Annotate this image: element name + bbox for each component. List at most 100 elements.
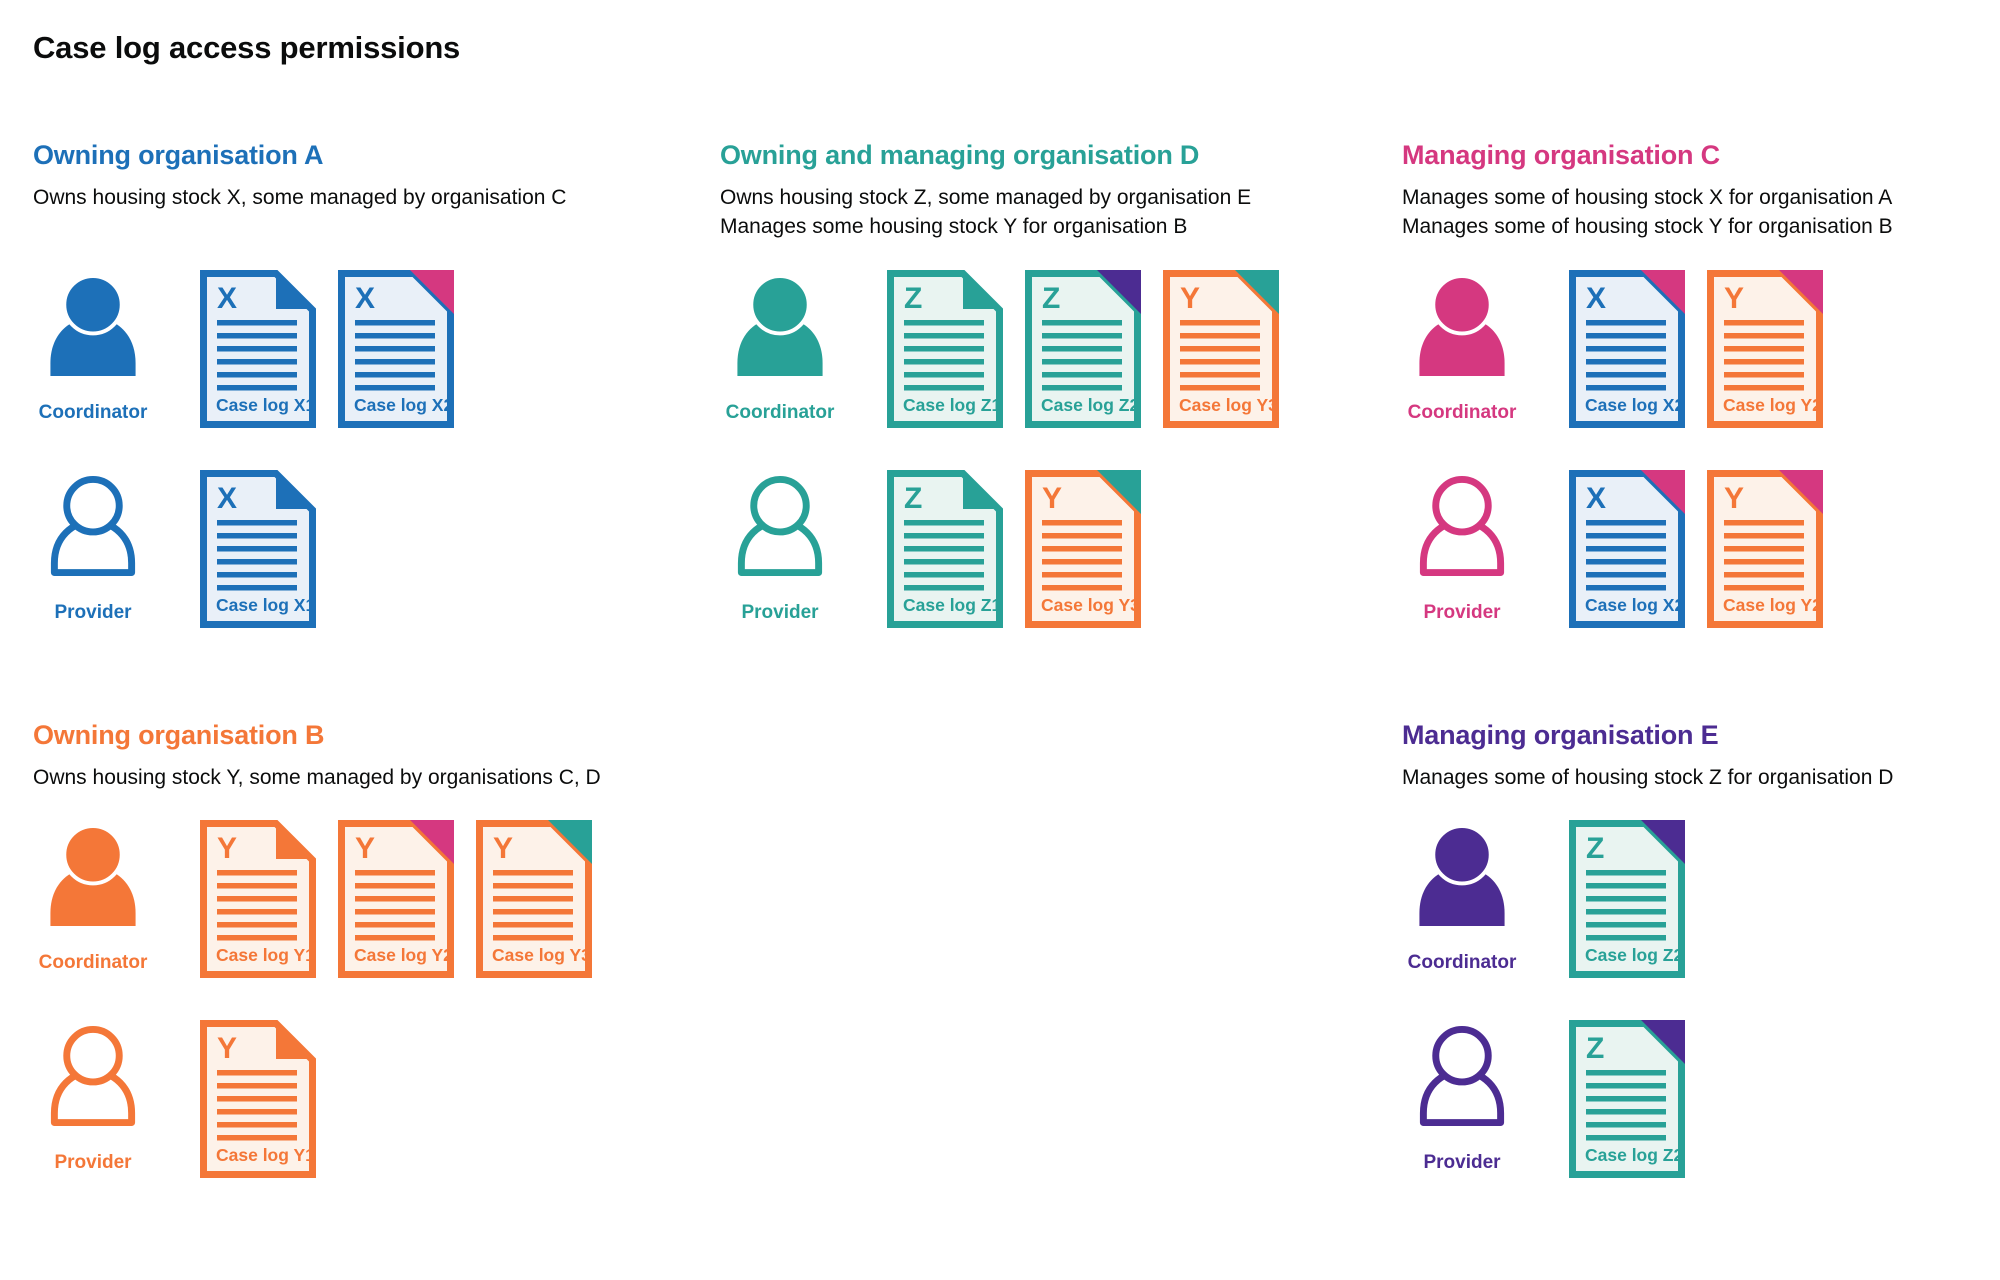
case-log-doc-icon: Y Case log Y2 — [338, 820, 454, 978]
section-description: Manages some of housing stock X for orga… — [1402, 183, 2000, 241]
doc-list: Z Case log Z2 — [1569, 1020, 1685, 1178]
doc-stock-letter: Y — [217, 832, 237, 865]
doc-label: Case log Y3 — [492, 945, 591, 965]
role-label: Provider — [741, 602, 819, 623]
doc-list: X Case log X1 — [200, 470, 316, 628]
provider-icon-block: Provider — [725, 476, 835, 624]
doc-stock-letter: Z — [1586, 832, 1604, 865]
doc-stock-letter: Y — [217, 1032, 237, 1065]
doc-stock-letter: Y — [1724, 482, 1744, 515]
case-log-doc-icon: Y Case log Y3 — [476, 820, 592, 978]
section-description: Owns housing stock Z, some managed by or… — [720, 183, 1380, 241]
provider-row: Provider X Case log X1 — [33, 470, 693, 632]
coordinator-row: Coordinator X Case log X2 Y Case log Y2 — [1402, 270, 2000, 432]
doc-list: Y Case log Y1 — [200, 1020, 316, 1178]
provider-icon-block: Provider — [1407, 476, 1517, 624]
doc-label: Case log Y3 — [1179, 395, 1278, 415]
doc-fold-corner-orange — [276, 1026, 309, 1059]
doc-fold-corner-pink — [410, 270, 454, 314]
role-label: Coordinator — [725, 402, 835, 423]
role-label: Coordinator — [38, 952, 148, 973]
provider-person-icon — [50, 476, 136, 577]
doc-label: Case log Y3 — [1041, 595, 1140, 615]
doc-stock-letter: X — [1586, 282, 1606, 315]
doc-stock-letter: Y — [1724, 282, 1744, 315]
coordinator-row: Coordinator X Case log X1 X Case log X2 — [33, 270, 693, 432]
doc-stock-letter: Z — [904, 282, 922, 315]
doc-stock-letter: X — [355, 282, 375, 315]
coordinator-person-icon — [1419, 824, 1505, 927]
coordinator-person-icon — [737, 274, 823, 377]
doc-stock-letter: Z — [904, 482, 922, 515]
coordinator-person-icon — [50, 824, 136, 927]
doc-stock-letter: Z — [1042, 282, 1060, 315]
provider-row: Provider Z Case log Z2 — [1402, 1020, 2000, 1182]
doc-list: Y Case log Y1 Y Case log Y2 Y Case log Y3 — [200, 820, 592, 978]
coordinator-icon-block: Coordinator — [1407, 824, 1517, 974]
provider-row: Provider Y Case log Y1 — [33, 1020, 693, 1182]
doc-fold-corner-teal — [1097, 470, 1141, 514]
case-log-doc-icon: Z Case log Z2 — [1569, 820, 1685, 978]
doc-list: Z Case log Z1 Z Case log Z2 Y Case log Y3 — [887, 270, 1279, 428]
doc-fold-corner-pink — [1779, 270, 1823, 314]
case-log-doc-icon: Y Case log Y3 — [1025, 470, 1141, 628]
doc-fold-corner-orange — [276, 826, 309, 859]
coordinator-icon-block: Coordinator — [725, 274, 835, 424]
section-title: Managing organisation E — [1402, 720, 1719, 750]
section-description: Owns housing stock Y, some managed by or… — [33, 763, 693, 792]
doc-list: X Case log X1 X Case log X2 — [200, 270, 454, 428]
coordinator-row: Coordinator Z Case log Z2 — [1402, 820, 2000, 982]
case-log-doc-icon: Z Case log Z1 — [887, 270, 1003, 428]
doc-label: Case log Z2 — [1585, 1145, 1683, 1165]
doc-label: Case log X2 — [354, 395, 453, 415]
section-title: Owning and managing organisation D — [720, 140, 1200, 170]
doc-list: Z Case log Z1 Y Case log Y3 — [887, 470, 1141, 628]
doc-label: Case log Z2 — [1585, 945, 1683, 965]
doc-list: X Case log X2 Y Case log Y2 — [1569, 470, 1823, 628]
case-log-doc-icon: X Case log X2 — [338, 270, 454, 428]
doc-fold-corner-teal — [548, 820, 592, 864]
doc-fold-corner-pink — [1779, 470, 1823, 514]
case-log-doc-icon: X Case log X1 — [200, 470, 316, 628]
role-label: Provider — [54, 1152, 132, 1173]
provider-row: Provider X Case log X2 Y Case log Y2 — [1402, 470, 2000, 632]
doc-label: Case log Y1 — [216, 945, 315, 965]
provider-person-icon — [1419, 1026, 1505, 1127]
provider-row: Provider Z Case log Z1 Y Case log Y3 — [720, 470, 1380, 632]
doc-list: X Case log X2 Y Case log Y2 — [1569, 270, 1823, 428]
provider-person-icon — [50, 1026, 136, 1127]
role-label: Provider — [1423, 1152, 1501, 1173]
role-label: Coordinator — [38, 402, 148, 423]
doc-label: Case log X2 — [1585, 595, 1684, 615]
section-description-line: Manages some of housing stock Z for orga… — [1402, 766, 1894, 789]
doc-fold-corner-pink — [1641, 270, 1685, 314]
section-title: Owning organisation B — [33, 720, 325, 750]
case-log-doc-icon: X Case log X2 — [1569, 270, 1685, 428]
doc-fold-corner-purple — [1641, 820, 1685, 864]
doc-list: Z Case log Z2 — [1569, 820, 1685, 978]
doc-stock-letter: Y — [493, 832, 513, 865]
section-org-b: Owning organisation B Owns housing stock … — [33, 720, 693, 1260]
doc-fold-corner-teal — [963, 476, 996, 509]
section-title: Owning organisation A — [33, 140, 324, 170]
coordinator-person-icon — [1419, 274, 1505, 377]
doc-label: Case log X1 — [216, 395, 315, 415]
doc-stock-letter: X — [1586, 482, 1606, 515]
doc-stock-letter: Y — [1180, 282, 1200, 315]
case-log-doc-icon: X Case log X1 — [200, 270, 316, 428]
role-label: Provider — [1423, 602, 1501, 623]
case-log-doc-icon: Z Case log Z2 — [1025, 270, 1141, 428]
section-description-line: Owns housing stock Y, some managed by or… — [33, 766, 601, 789]
section-description-line: Owns housing stock X, some managed by or… — [33, 186, 567, 209]
role-label: Coordinator — [1407, 952, 1517, 973]
provider-person-icon — [1419, 476, 1505, 577]
doc-fold-corner-blue — [276, 476, 309, 509]
doc-label: Case log X1 — [216, 595, 315, 615]
doc-label: Case log Z1 — [903, 395, 1001, 415]
section-org-c: Managing organisation C Manages some of h… — [1402, 140, 2000, 680]
doc-fold-corner-purple — [1097, 270, 1141, 314]
provider-icon-block: Provider — [38, 1026, 148, 1174]
doc-stock-letter: Z — [1586, 1032, 1604, 1065]
coordinator-icon-block: Coordinator — [1407, 274, 1517, 424]
role-label: Coordinator — [1407, 402, 1517, 423]
